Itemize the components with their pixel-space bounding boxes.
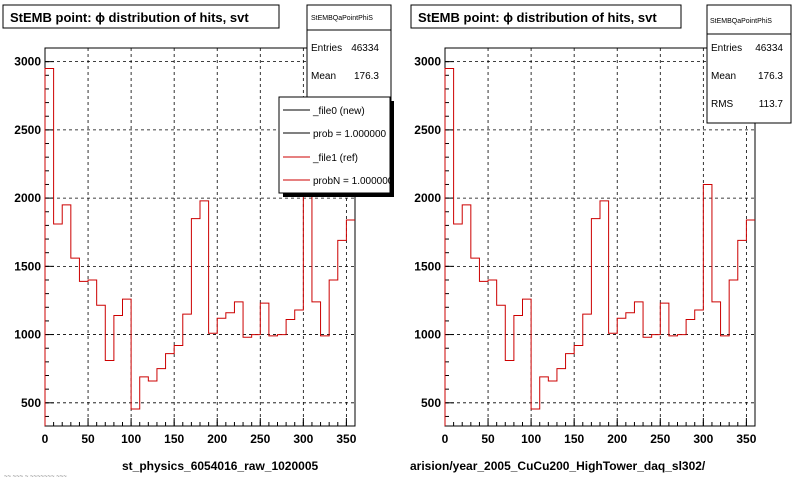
y-tick-label: 3000: [14, 55, 41, 69]
axis-ticks: [44, 61, 356, 426]
x-tick-label: 150: [564, 432, 584, 446]
y-tick-label: 1500: [14, 259, 41, 273]
y-tick-labels: 500 1000 1500 2000 2500 3000: [14, 55, 41, 410]
left-histogram-panel: 0 50 100 150 200 250 300 350 500 1000 1500 2000 250…: [2, 4, 394, 473]
x-tick-label: 100: [521, 432, 541, 446]
y-tick-label: 1000: [14, 328, 41, 342]
histogram-title: StEMB point: ϕ distribution of hits, svt: [418, 10, 657, 25]
y-tick-label: 1500: [414, 259, 441, 273]
x-tick-label: 150: [164, 432, 184, 446]
axis-ticks: [444, 61, 756, 426]
stats-mean-value: 176.3: [758, 71, 783, 82]
legend-label-ref: _file1 (ref): [312, 153, 358, 164]
right-caption: arision/year_2005_CuCu200_HighTower_daq_…: [410, 459, 706, 473]
y-tick-label: 1000: [414, 328, 441, 342]
stats-rms-label: RMS: [711, 99, 734, 110]
x-tick-label: 50: [81, 432, 95, 446]
legend-label-probn: probN = 1.000000: [313, 176, 394, 187]
y-tick-label: 2000: [414, 191, 441, 205]
histogram-title: StEMB point: ϕ distribution of hits, svt: [10, 10, 249, 25]
y-tick-label: 2500: [414, 123, 441, 137]
x-tick-label: 50: [481, 432, 495, 446]
footer-text: ~~ ~~~ ~ ~~~~~~~ ~~~: [4, 474, 67, 480]
stats-name: StEMBQaPointPhiS: [311, 15, 373, 22]
x-tick-label: 250: [650, 432, 670, 446]
x-tick-labels: 0 50 100 150 200 250 300 350: [42, 432, 357, 446]
y-tick-label: 2500: [14, 123, 41, 137]
legend-label-prob: prob = 1.000000: [313, 129, 387, 140]
x-tick-label: 0: [442, 432, 449, 446]
x-tick-label: 300: [293, 432, 313, 446]
stats-entries-value: 46334: [351, 43, 379, 54]
left-caption: st_physics_6054016_raw_1020005: [122, 459, 318, 473]
y-tick-label: 500: [21, 396, 41, 410]
x-tick-labels: 0 50 100 150 200 250 300 350: [442, 432, 757, 446]
stats-entries-label: Entries: [711, 43, 742, 54]
x-tick-label: 200: [207, 432, 227, 446]
x-tick-label: 0: [42, 432, 49, 446]
title-box: [410, 4, 682, 29]
stats-name: StEMBQaPointPhiS: [710, 18, 772, 25]
legend-box: [278, 96, 391, 194]
ref-histogram-line: [44, 67, 355, 426]
y-tick-label: 500: [421, 396, 441, 410]
legend-label-new: _file0 (new): [312, 106, 365, 117]
x-tick-label: 200: [607, 432, 627, 446]
stats-box: [706, 4, 792, 124]
stats-mean-value: 176.3: [354, 71, 379, 82]
x-tick-label: 350: [736, 432, 756, 446]
right-histogram-panel: 0 50 100 150 200 250 300 350 500 1000 1500 2000 250…: [410, 4, 792, 473]
y-tick-label: 2000: [14, 191, 41, 205]
y-tick-label: 3000: [414, 55, 441, 69]
stats-entries-label: Entries: [311, 43, 342, 54]
stats-mean-label: Mean: [311, 71, 336, 82]
x-tick-label: 250: [250, 432, 270, 446]
ref-histogram-line: [444, 67, 755, 426]
stats-entries-value: 46334: [755, 43, 783, 54]
stats-mean-label: Mean: [711, 71, 736, 82]
y-tick-labels: 500 1000 1500 2000 2500 3000: [414, 55, 441, 410]
x-tick-label: 300: [693, 432, 713, 446]
x-tick-label: 100: [121, 432, 141, 446]
x-tick-label: 350: [336, 432, 356, 446]
title-box: [2, 4, 280, 29]
stats-rms-value: 113.7: [759, 99, 784, 110]
